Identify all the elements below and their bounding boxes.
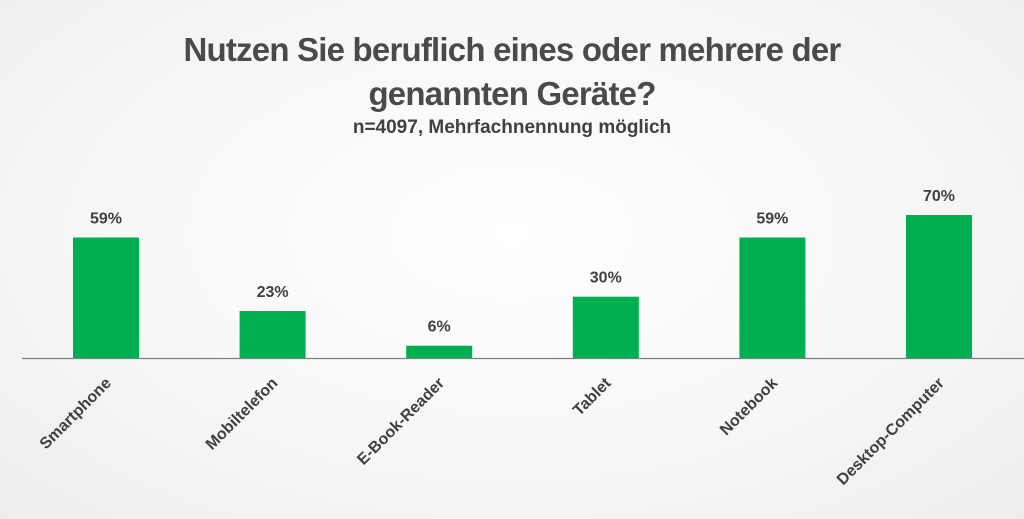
category-label-tablet: Tablet	[570, 374, 615, 419]
value-label-notebook: 59%	[756, 211, 788, 228]
bar-smartphone	[73, 237, 139, 358]
bar-group	[73, 215, 972, 358]
bar-notebook	[739, 237, 806, 358]
bar-tablet	[572, 296, 639, 358]
category-label-notebook: Notebook	[717, 375, 781, 439]
value-label-e-book-reader: 6%	[428, 319, 451, 336]
chart-title: Nutzen Sie beruflich eines oder mehrere …	[0, 28, 1024, 116]
category-label-desktop-computer: Desktop-Computer	[834, 375, 948, 489]
bar-desktop-computer	[906, 215, 972, 358]
category-label-e-book-reader: E-Book-Reader	[354, 375, 448, 469]
value-label-mobiltelefon: 23%	[257, 284, 289, 301]
category-label-smartphone: Smartphone	[37, 375, 115, 453]
category-label-mobiltelefon: Mobiltelefon	[203, 375, 282, 454]
value-label-tablet: 30%	[590, 270, 622, 287]
label-group: 59% Smartphone 23% Mobiltelefon 6% E-Book-Rea…	[37, 188, 955, 489]
value-label-desktop-computer: 70%	[923, 188, 955, 205]
value-label-smartphone: 59%	[90, 211, 122, 228]
bar-e-book-reader	[406, 345, 473, 358]
chart-title-line-1: Nutzen Sie beruflich eines oder mehrere …	[183, 31, 842, 68]
chart-title-line-2: genannten Geräte?	[368, 75, 656, 112]
bar-mobiltelefon	[239, 311, 306, 358]
chart-subtitle: n=4097, Mehrfachnennung möglich	[352, 117, 672, 138]
